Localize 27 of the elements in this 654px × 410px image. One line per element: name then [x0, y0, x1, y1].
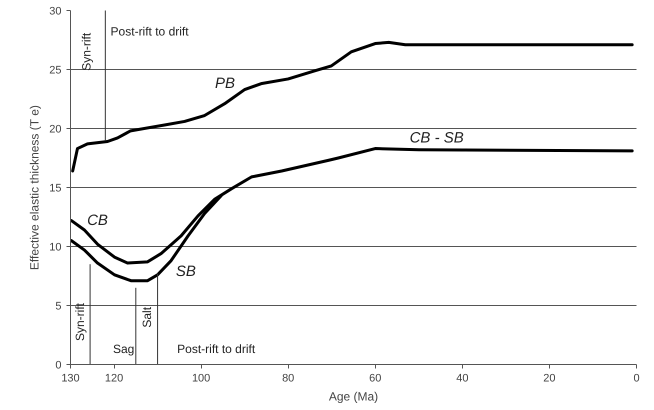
y-tick-label: 30	[49, 6, 62, 18]
x-tick-label: 100	[192, 372, 210, 384]
y-tick-label: 20	[49, 124, 62, 136]
annotation: Sag	[112, 342, 134, 356]
y-tick-label: 10	[49, 242, 62, 254]
x-tick-label: 80	[282, 372, 294, 384]
annotation: CB - SB	[410, 129, 464, 146]
x-tick-label: 130	[61, 372, 80, 384]
x-tick-label: 60	[369, 372, 382, 384]
annotation: Syn-rift	[73, 302, 88, 342]
annotation: Salt	[140, 306, 154, 328]
y-axis-title: Effective elastic thickness (T e)	[27, 105, 42, 270]
series-label: CB	[87, 212, 108, 230]
x-axis-title: Age (Ma)	[328, 390, 378, 404]
y-tick-label: 25	[49, 64, 62, 76]
y-tick-label: 0	[55, 360, 62, 372]
x-tick-label: 120	[104, 372, 124, 384]
y-tick-label: 15	[49, 182, 62, 194]
x-tick-label: 0	[633, 372, 640, 384]
y-tick-label: 5	[55, 300, 62, 312]
series-label: SB	[176, 262, 196, 280]
annotation: Post-rift to drift	[177, 342, 256, 356]
x-tick-label: 20	[543, 372, 556, 384]
annotation: Post-rift to drift	[110, 24, 190, 39]
x-tick-label: 40	[456, 372, 468, 384]
series-label: PB	[215, 75, 236, 92]
annotation: Syn-rift	[80, 32, 94, 71]
